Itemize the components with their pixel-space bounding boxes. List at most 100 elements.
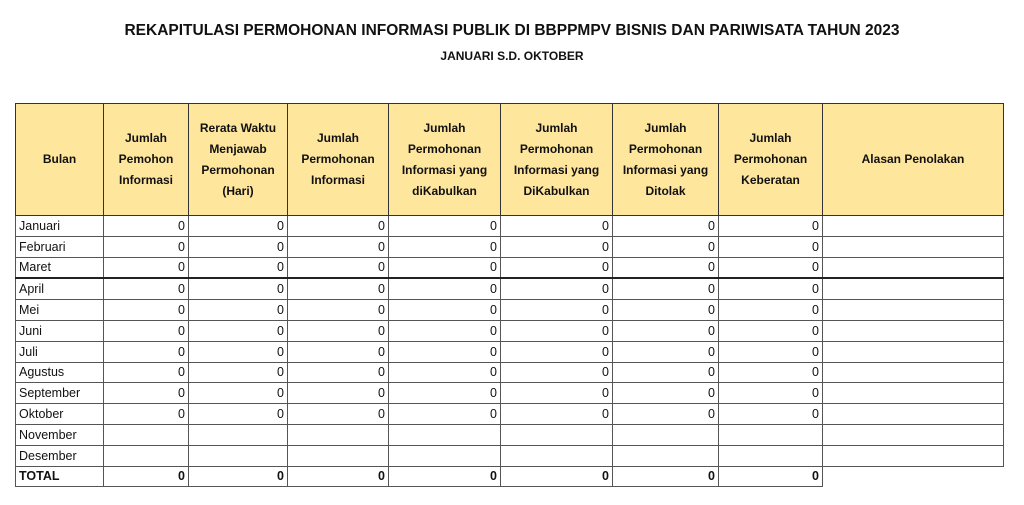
- column-header: Jumlah Permohonan Informasi: [287, 103, 389, 216]
- value-cell: 0: [188, 277, 288, 301]
- header-row: Bulan Jumlah Pemohon Informasi Rerata Wakt…: [15, 103, 1004, 216]
- table-row: Agustus 0 0 0 0 0 0 0: [15, 361, 1004, 384]
- value-cell: 0: [188, 215, 288, 237]
- value-cell: 0: [500, 340, 613, 363]
- table-row: Desember: [15, 444, 1004, 467]
- value-cell: 0: [188, 319, 288, 342]
- table-row: April 0 0 0 0 0 0 0: [15, 277, 1004, 301]
- value-cell: 0: [188, 361, 288, 384]
- value-cell: 0: [718, 235, 823, 258]
- month-cell: April: [15, 277, 104, 301]
- value-cell: 0: [388, 319, 501, 342]
- empty-cell: [388, 423, 501, 446]
- empty-cell: [188, 423, 288, 446]
- value-cell: 0: [388, 277, 501, 301]
- month-cell: Juli: [15, 340, 104, 363]
- value-cell: 0: [388, 361, 501, 384]
- value-cell: 0: [388, 235, 501, 258]
- value-cell: 0: [612, 215, 719, 237]
- value-cell: 0: [188, 235, 288, 258]
- value-cell: 0: [287, 382, 389, 405]
- table-row: November: [15, 423, 1004, 446]
- month-cell: Agustus: [15, 361, 104, 384]
- empty-cell: [822, 256, 1004, 280]
- value-cell: 0: [500, 361, 613, 384]
- value-cell: 0: [388, 340, 501, 363]
- table-row: Juli 0 0 0 0 0 0 0: [15, 340, 1004, 363]
- value-cell: 0: [188, 403, 288, 425]
- value-cell: 0: [188, 465, 288, 488]
- value-cell: 0: [612, 235, 719, 258]
- value-cell: 0: [718, 361, 823, 384]
- value-cell: 0: [103, 382, 189, 405]
- value-cell: 0: [718, 340, 823, 363]
- empty-cell: [822, 444, 1004, 467]
- value-cell: 0: [188, 256, 288, 280]
- value-cell: 0: [500, 319, 613, 342]
- empty-cell: [388, 444, 501, 467]
- empty-cell: [822, 277, 1004, 301]
- value-cell: 0: [388, 465, 501, 488]
- value-cell: 0: [388, 403, 501, 425]
- value-cell: 0: [500, 256, 613, 280]
- column-header: Bulan: [15, 103, 104, 216]
- value-cell: 0: [188, 299, 288, 321]
- value-cell: 0: [103, 465, 189, 488]
- value-cell: 0: [612, 340, 719, 363]
- value-cell: 0: [718, 465, 823, 488]
- month-cell: Mei: [15, 299, 104, 321]
- empty-cell: [287, 423, 389, 446]
- value-cell: 0: [103, 340, 189, 363]
- table-row: Oktober 0 0 0 0 0 0 0: [15, 403, 1004, 425]
- table: Bulan Jumlah Pemohon Informasi Rerata Wakt…: [15, 103, 1004, 488]
- value-cell: 0: [287, 256, 389, 280]
- table-row: TOTAL 0 0 0 0 0 0 0: [15, 465, 1004, 488]
- value-cell: 0: [718, 319, 823, 342]
- value-cell: 0: [718, 299, 823, 321]
- table-row: Januari 0 0 0 0 0 0 0: [15, 215, 1004, 237]
- value-cell: 0: [188, 340, 288, 363]
- month-cell: Februari: [15, 235, 104, 258]
- month-cell: Oktober: [15, 403, 104, 425]
- value-cell: 0: [500, 403, 613, 425]
- value-cell: 0: [388, 299, 501, 321]
- value-cell: 0: [612, 256, 719, 280]
- value-cell: 0: [718, 382, 823, 405]
- empty-cell: [822, 299, 1004, 321]
- month-cell: September: [15, 382, 104, 405]
- value-cell: 0: [500, 235, 613, 258]
- column-header: Jumlah Permohonan Informasi yang Ditolak: [612, 103, 719, 216]
- value-cell: 0: [388, 215, 501, 237]
- month-cell: November: [15, 423, 104, 446]
- value-cell: 0: [103, 361, 189, 384]
- empty-cell: [822, 235, 1004, 258]
- empty-cell: [822, 465, 1004, 487]
- value-cell: 0: [287, 215, 389, 237]
- empty-cell: [822, 319, 1004, 342]
- empty-cell: [822, 423, 1004, 446]
- value-cell: 0: [103, 299, 189, 321]
- value-cell: 0: [103, 277, 189, 301]
- empty-cell: [718, 423, 823, 446]
- table-row: September 0 0 0 0 0 0 0: [15, 382, 1004, 405]
- column-header: Jumlah Permohonan Informasi yang DiKabul…: [500, 103, 613, 216]
- empty-cell: [287, 444, 389, 467]
- column-header: Jumlah Permohonan Informasi yang diKabul…: [388, 103, 501, 216]
- month-cell: Januari: [15, 215, 104, 237]
- empty-cell: [103, 423, 189, 446]
- value-cell: 0: [718, 403, 823, 425]
- empty-cell: [612, 444, 719, 467]
- column-header: Rerata Waktu Menjawab Permohonan (Hari): [188, 103, 288, 216]
- value-cell: 0: [500, 465, 613, 488]
- value-cell: 0: [612, 319, 719, 342]
- empty-cell: [822, 382, 1004, 405]
- table-body: Januari 0 0 0 0 0 0 0 Februari 0 0 0 0 0 0 0 Maret 0 0 0 0 0 0…: [15, 215, 1004, 488]
- value-cell: 0: [103, 319, 189, 342]
- value-cell: 0: [287, 340, 389, 363]
- subtitle: JANUARI S.D. OKTOBER: [440, 49, 584, 63]
- value-cell: 0: [612, 277, 719, 301]
- value-cell: 0: [718, 256, 823, 280]
- column-header: Alasan Penolakan: [822, 103, 1004, 216]
- empty-cell: [718, 444, 823, 467]
